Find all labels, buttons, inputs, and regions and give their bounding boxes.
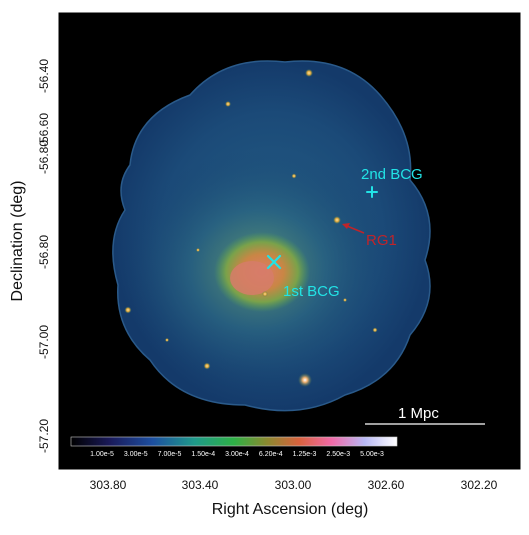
x-axis-title: Right Ascension (deg) [212,501,369,518]
rg1-arrow [342,223,365,234]
point-source [262,291,268,297]
x-axis: 303.80 303.40 303.00 302.60 302.20 [90,13,498,492]
y-axis-title: Declination (deg) [9,181,26,302]
x-tick-label: 302.20 [461,478,498,492]
point-source [372,327,378,333]
colorbar-label: 3.00e-5 [124,451,148,458]
colorbar-label: 1.00e-5 [90,451,114,458]
colorbar-label: 6.20e-4 [259,451,283,458]
y-tick-label: -57.00 [37,325,51,359]
point-source [165,338,169,342]
x-tick-label: 302.60 [368,478,405,492]
colorbar-label: 1.25e-3 [293,451,317,458]
first-bcg-label: 1st BCG [283,283,340,300]
y-tick-label: -56.80 [37,140,51,174]
point-source [305,69,313,77]
colorbar-label: 2.50e-3 [326,451,350,458]
second-bcg-label: 2nd BCG [361,166,423,183]
point-sources [124,69,378,387]
second-bcg-marker [366,186,378,198]
x-tick-label: 303.40 [182,478,219,492]
colorbar-ramp [70,436,398,447]
colorbar-label: 3.00e-4 [225,451,249,458]
first-bcg-marker [266,254,282,270]
point-source [298,373,312,387]
x-tick-label: 303.80 [90,478,127,492]
x-tick-label: 303.00 [275,478,312,492]
colorbar-label: 5.00e-3 [360,451,384,458]
scale-bar-label: 1 Mpc [398,405,439,422]
y-axis: -56.40-56.60-56.80-56.80-57.00-57.20 [37,59,520,453]
colorbar-label: 7.00e-5 [158,451,182,458]
point-source [225,101,231,107]
colorbar-label: 1.50e-4 [191,451,215,458]
point-source [196,248,200,252]
cluster-emission [112,60,431,412]
y-tick-label: -57.20 [37,419,51,453]
point-source [203,362,211,370]
point-source [124,306,132,314]
point-source [343,298,347,302]
y-tick-label: -56.60 [37,113,51,147]
colorbar: 1.00e-5 3.00e-5 7.00e-5 1.50e-4 3.00e-4 6.20e… [70,436,398,458]
y-tick-label: -56.40 [37,59,51,93]
y-tick-label: -56.80 [37,235,51,269]
rg1-label: RG1 [366,232,397,249]
point-source [333,216,341,224]
point-source [291,173,297,179]
